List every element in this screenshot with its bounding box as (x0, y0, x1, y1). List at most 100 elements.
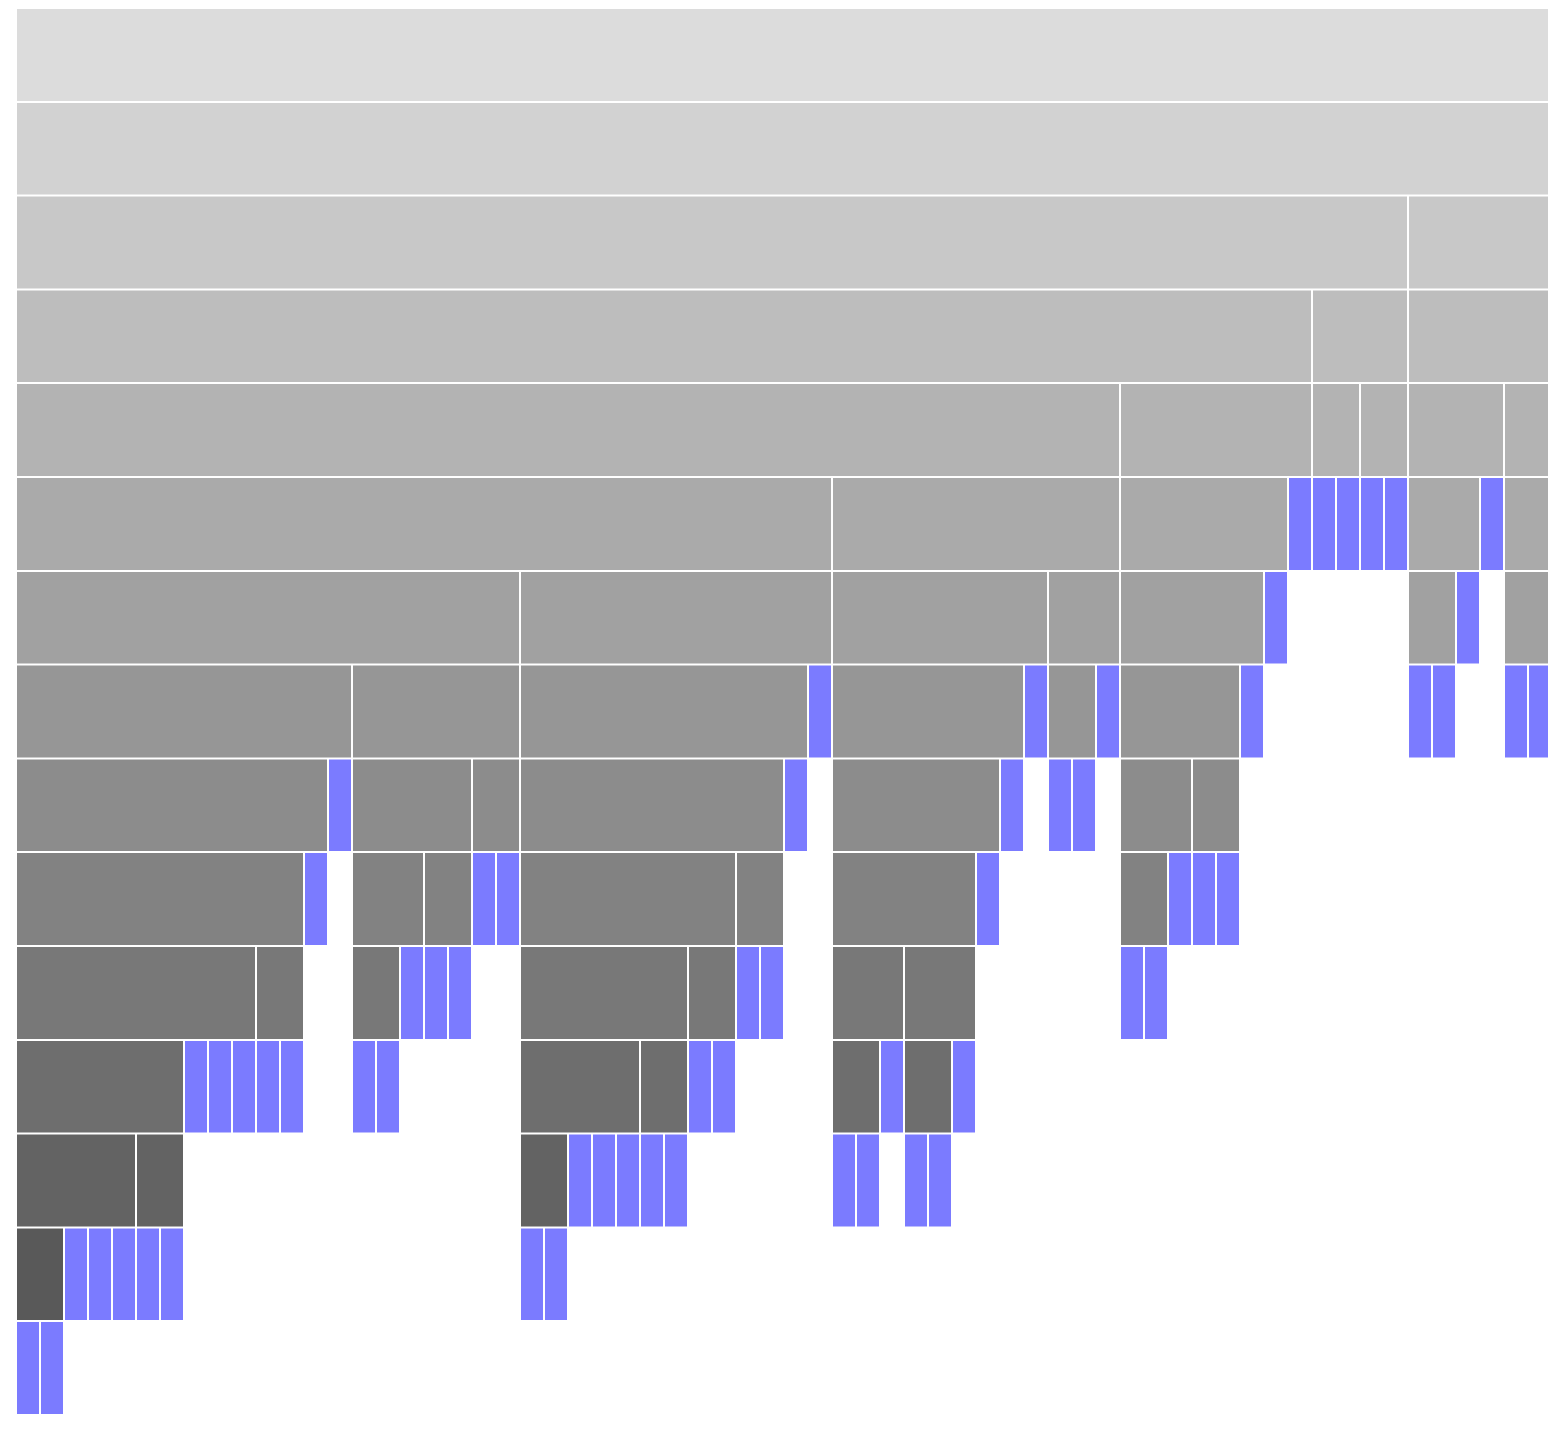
branch-node (831, 663, 1025, 760)
branch-node (519, 1038, 641, 1135)
branch-node (519, 663, 809, 760)
leaf-node (1287, 476, 1313, 572)
leaf-node (1503, 663, 1529, 760)
branch-node (1047, 663, 1097, 760)
branch-node (1119, 757, 1193, 854)
leaf-node (1143, 945, 1169, 1041)
leaf-node (111, 1226, 137, 1323)
leaf-node (1407, 663, 1433, 760)
leaf-node (591, 1132, 617, 1229)
leaf-node (519, 1226, 545, 1323)
branch-node (519, 757, 785, 854)
branch-node (831, 1038, 881, 1135)
leaf-node (567, 1132, 593, 1229)
branch-node (351, 757, 473, 854)
branch-node (15, 569, 521, 666)
branch-node (1119, 382, 1313, 479)
branch-node (135, 1132, 185, 1229)
branch-node (687, 945, 737, 1041)
leaf-node (1431, 663, 1457, 760)
leaf-node (471, 851, 497, 948)
branch-node (1047, 569, 1121, 666)
branch-node (1503, 569, 1548, 666)
branch-node (15, 476, 833, 572)
branch-node (351, 945, 401, 1041)
leaf-node (879, 1038, 905, 1135)
branch-node (831, 569, 1049, 666)
leaf-node (783, 757, 809, 854)
leaf-node (1263, 569, 1289, 666)
leaf-node (1095, 663, 1121, 760)
leaf-node (1239, 663, 1265, 760)
leaf-node (279, 1038, 305, 1135)
branch-node (471, 757, 521, 854)
branch-node (1311, 382, 1361, 479)
branch-node (831, 851, 977, 948)
leaf-node (423, 945, 449, 1041)
branch-node (15, 663, 353, 760)
leaf-node (15, 1320, 41, 1416)
leaf-node (303, 851, 329, 948)
leaf-node (447, 945, 473, 1041)
leaf-node (903, 1132, 929, 1229)
branch-node (519, 851, 737, 948)
branch-node (831, 476, 1121, 572)
branch-node (15, 7, 1548, 103)
branch-node (15, 1038, 185, 1135)
leaf-node (807, 663, 833, 760)
leaf-node (495, 851, 521, 948)
branch-node (1407, 288, 1548, 385)
branch-node (639, 1038, 689, 1135)
leaf-node (1191, 851, 1217, 948)
branch-node (15, 1226, 65, 1323)
branch-node (1119, 663, 1241, 760)
branch-node (1407, 569, 1457, 666)
leaf-node (1119, 945, 1145, 1041)
leaf-node (399, 945, 425, 1041)
branch-node (1119, 569, 1265, 666)
leaf-node (351, 1038, 377, 1135)
leaf-node (855, 1132, 881, 1229)
leaf-node (39, 1320, 65, 1416)
leaf-node (975, 851, 1001, 948)
branch-node (831, 945, 905, 1041)
leaf-node (1527, 663, 1548, 760)
branch-node (1359, 382, 1409, 479)
branch-node (519, 1132, 569, 1229)
branch-node (903, 1038, 953, 1135)
leaf-node (1383, 476, 1409, 572)
branch-node (15, 100, 1548, 197)
branch-node (351, 663, 521, 760)
leaf-node (1311, 476, 1337, 572)
leaf-node (615, 1132, 641, 1229)
branch-node (15, 382, 1121, 479)
leaf-node (1071, 757, 1097, 854)
branch-node (1119, 851, 1169, 948)
leaf-node (951, 1038, 977, 1135)
branch-node (735, 851, 785, 948)
branch-node (1407, 476, 1481, 572)
leaf-node (207, 1038, 233, 1135)
leaf-node (639, 1132, 665, 1229)
branch-node (255, 945, 305, 1041)
leaf-node (1047, 757, 1073, 854)
leaf-node (87, 1226, 113, 1323)
branch-node (1407, 382, 1505, 479)
leaf-node (999, 757, 1025, 854)
branch-node (423, 851, 473, 948)
leaf-node (1167, 851, 1193, 948)
branch-node (351, 851, 425, 948)
leaf-node (1215, 851, 1241, 948)
leaf-node (231, 1038, 257, 1135)
branch-node (1503, 382, 1548, 479)
branch-node (1311, 288, 1409, 385)
branch-node (15, 1132, 137, 1229)
leaf-node (1359, 476, 1385, 572)
leaf-node (759, 945, 785, 1041)
branch-node (831, 757, 1001, 854)
branch-node (1119, 476, 1289, 572)
leaf-node (831, 1132, 857, 1229)
leaf-node (63, 1226, 89, 1323)
leaf-node (711, 1038, 737, 1135)
